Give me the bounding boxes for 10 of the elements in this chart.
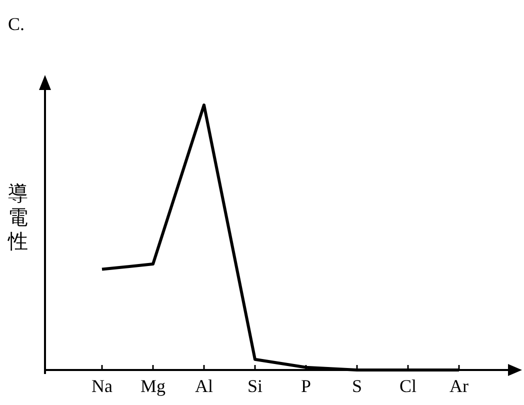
x-tick-label: Al — [195, 376, 213, 396]
x-tick-label: Na — [92, 376, 112, 396]
x-tick-label: Si — [247, 376, 263, 396]
x-tick-label: Cl — [399, 376, 417, 396]
x-tick-label: Ar — [450, 376, 468, 396]
x-tick-label: S — [352, 376, 362, 396]
chart-title: C. — [8, 14, 25, 34]
y-axis-title: 導電性 — [7, 181, 28, 253]
x-tick-label: P — [300, 376, 312, 396]
x-tick-label: Mg — [140, 376, 166, 396]
